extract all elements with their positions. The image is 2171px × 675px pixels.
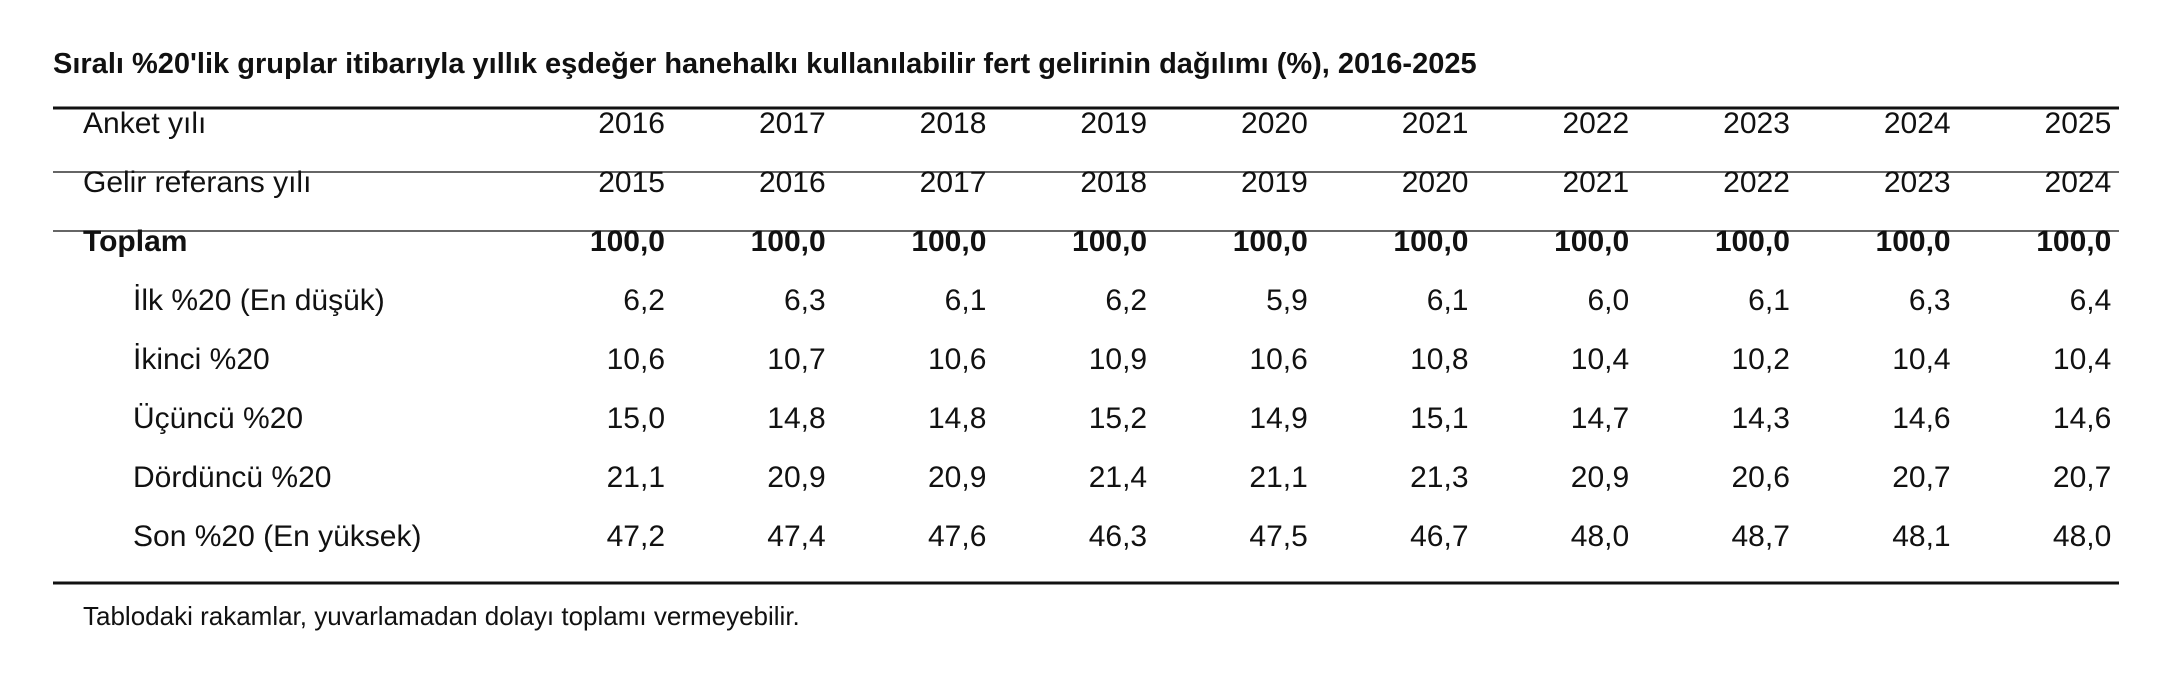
- cell: 48,0: [1570, 520, 1630, 553]
- cell: 2021: [1562, 166, 1630, 199]
- cell: 2018: [1080, 166, 1148, 199]
- cell: 21,1: [606, 461, 665, 494]
- cell: 21,4: [1088, 461, 1148, 494]
- cell: 6,0: [1587, 284, 1630, 317]
- cell: 2022: [1562, 107, 1630, 140]
- cell: 2023: [1883, 166, 1951, 199]
- row-label: İkinci %20: [133, 343, 270, 376]
- cell: 2024: [1883, 107, 1951, 140]
- cell: 10,9: [1088, 343, 1148, 376]
- cell: 2017: [919, 166, 987, 199]
- cell: 10,2: [1731, 343, 1790, 376]
- cell: 2018: [919, 107, 987, 140]
- cell: 47,2: [606, 520, 665, 553]
- cell: 20,6: [1731, 461, 1790, 494]
- cell: 14,9: [1249, 402, 1308, 435]
- cell: 6,2: [623, 284, 665, 317]
- cell: 2020: [1401, 166, 1469, 199]
- cell: 100,0: [589, 225, 665, 258]
- cell: 6,2: [1105, 284, 1148, 317]
- row-label: Anket yılı: [83, 107, 207, 140]
- cell: 14,8: [928, 402, 987, 435]
- cell: 21,3: [1410, 461, 1469, 494]
- cell: 48,1: [1892, 520, 1951, 553]
- row-label: Gelir referans yılı: [83, 166, 312, 199]
- cell: 2016: [598, 107, 665, 140]
- cell: 100,0: [2036, 225, 2112, 258]
- row-label: Dördüncü %20: [133, 461, 332, 494]
- cell: 10,4: [1892, 343, 1951, 376]
- cell: 20,9: [1570, 461, 1630, 494]
- cell: 2019: [1241, 166, 1308, 199]
- cell: 100,0: [750, 225, 826, 258]
- row-label: İlk %20 (En düşük): [133, 284, 385, 317]
- cell: 6,3: [783, 284, 826, 317]
- cell: 100,0: [1072, 225, 1148, 258]
- cell: 10,6: [1249, 343, 1308, 376]
- cell: 2015: [598, 166, 665, 199]
- cell: 15,2: [1088, 402, 1148, 435]
- cell: 2020: [1241, 107, 1308, 140]
- cell: 20,7: [2052, 461, 2112, 494]
- cell: 2017: [758, 107, 826, 140]
- cell: 15,1: [1410, 402, 1469, 435]
- cell: 47,4: [767, 520, 826, 553]
- cell: 10,4: [2052, 343, 2112, 376]
- cell: 100,0: [1393, 225, 1469, 258]
- cell: 20,9: [767, 461, 826, 494]
- cell: 6,3: [1908, 284, 1951, 317]
- cell: 2019: [1080, 107, 1148, 140]
- cell: 2025: [2044, 107, 2112, 140]
- cell: 46,7: [1410, 520, 1469, 553]
- row-label: Son %20 (En yüksek): [133, 520, 422, 553]
- cell: 6,4: [2069, 284, 2112, 317]
- cell: 14,6: [2052, 402, 2112, 435]
- cell: 6,1: [1748, 284, 1790, 317]
- cell: 10,6: [928, 343, 987, 376]
- cell: 15,0: [606, 402, 665, 435]
- cell: 2016: [758, 166, 826, 199]
- cell: 10,7: [767, 343, 826, 376]
- cell: 5,9: [1266, 284, 1308, 317]
- cell: 100,0: [1232, 225, 1308, 258]
- footnote: Tablodaki rakamlar, yuvarlamadan dolayı …: [83, 601, 800, 631]
- cell: 10,8: [1410, 343, 1469, 376]
- cell: 20,7: [1892, 461, 1951, 494]
- cell: 20,9: [928, 461, 987, 494]
- cell: 100,0: [1714, 225, 1790, 258]
- cell: 100,0: [1554, 225, 1630, 258]
- cell: 10,4: [1570, 343, 1630, 376]
- cell: 14,6: [1892, 402, 1951, 435]
- cell: 100,0: [911, 225, 987, 258]
- cell: 48,7: [1731, 520, 1790, 553]
- row-label: Toplam: [83, 225, 188, 258]
- cell: 47,5: [1249, 520, 1308, 553]
- row-label: Üçüncü %20: [133, 402, 304, 435]
- cell: 46,3: [1088, 520, 1148, 553]
- cell: 2022: [1723, 166, 1790, 199]
- cell: 2024: [2044, 166, 2112, 199]
- cell: 14,8: [767, 402, 826, 435]
- cell: 10,6: [606, 343, 665, 376]
- cell: 21,1: [1249, 461, 1308, 494]
- cell: 48,0: [2052, 520, 2112, 553]
- title: Sıralı %20'lik gruplar itibarıyla yıllık…: [53, 48, 1477, 80]
- cell: 6,1: [1426, 284, 1469, 317]
- cell: 100,0: [1875, 225, 1951, 258]
- cell: 2021: [1401, 107, 1469, 140]
- cell: 47,6: [928, 520, 987, 553]
- cell: 14,3: [1731, 402, 1790, 435]
- cell: 2023: [1723, 107, 1790, 140]
- cell: 6,1: [944, 284, 987, 317]
- cell: 14,7: [1570, 402, 1630, 435]
